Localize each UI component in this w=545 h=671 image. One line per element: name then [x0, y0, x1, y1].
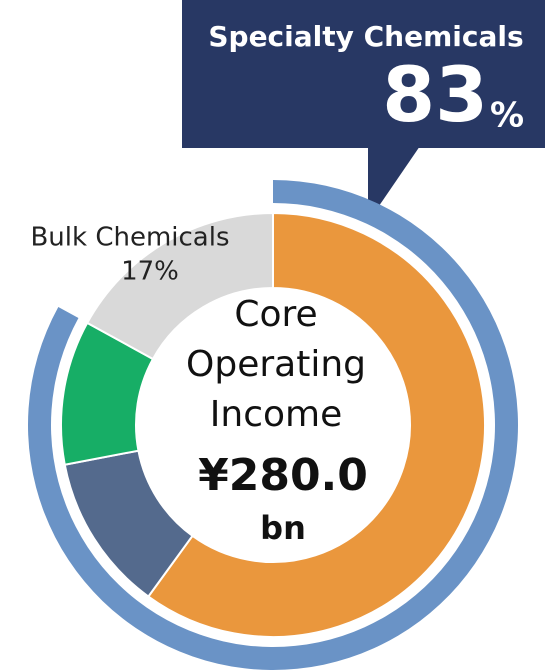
callout-pointer — [368, 146, 420, 222]
center-title: Core — [234, 294, 317, 335]
center-unit: bn — [260, 509, 306, 547]
callout-box — [182, 0, 545, 148]
segment-value-label: 17% — [121, 257, 179, 287]
callout-name: Specialty Chemicals — [208, 20, 523, 53]
center-value: ¥280.0 — [198, 450, 368, 501]
callout-value: 83 — [382, 50, 488, 139]
center-title: Operating — [186, 344, 366, 385]
donut-segment — [146, 211, 486, 638]
donut-segment — [85, 211, 274, 361]
segment-label: Bulk Chemicals — [30, 223, 229, 253]
callout-unit: % — [490, 96, 524, 136]
center-title: Income — [210, 394, 342, 435]
